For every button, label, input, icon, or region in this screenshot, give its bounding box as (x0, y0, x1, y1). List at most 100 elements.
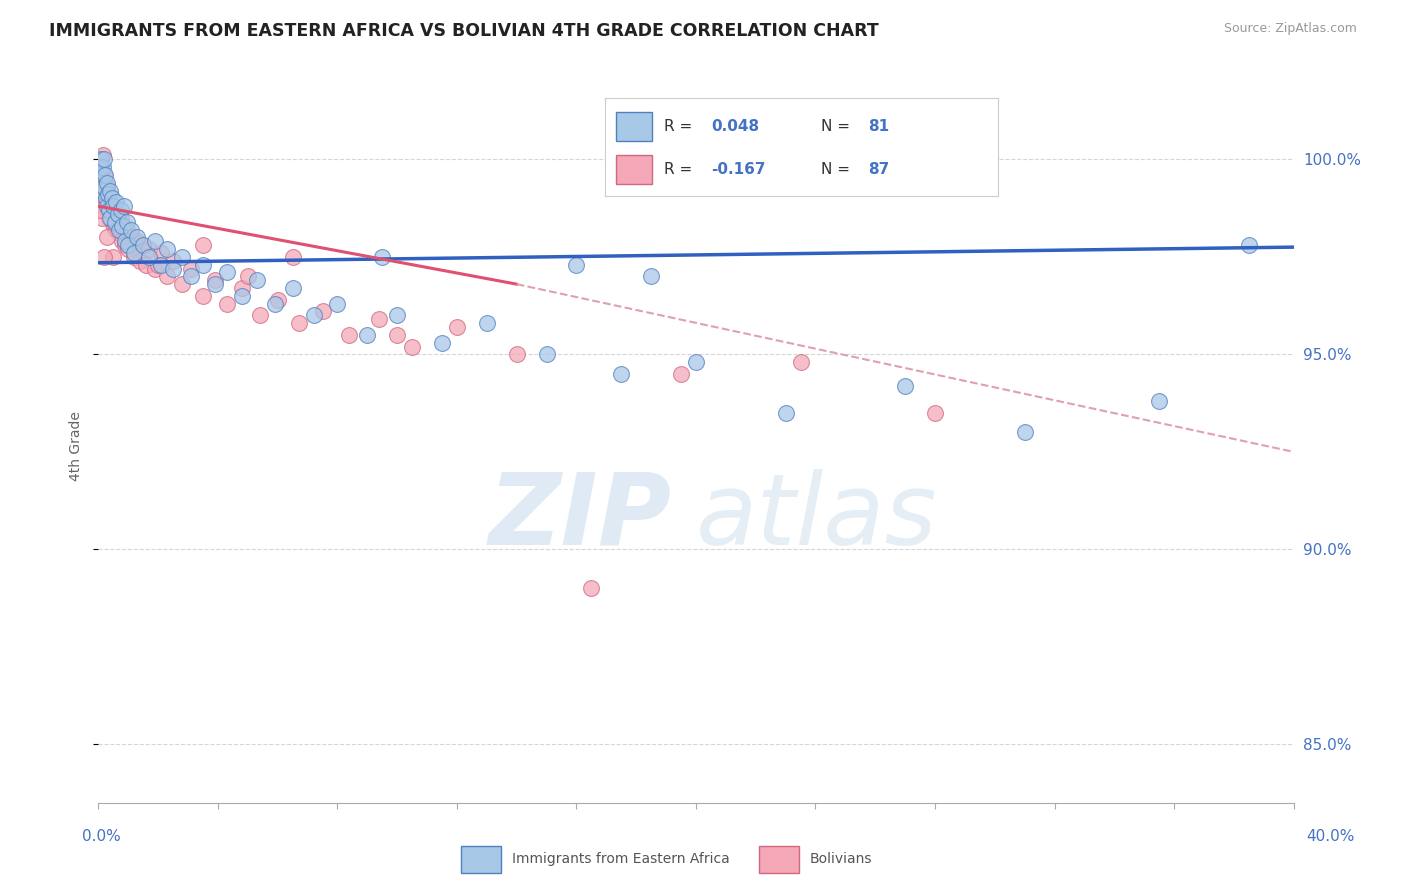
Point (96, 199, 118, 213)
Point (93, 191, 115, 205)
Point (138, 242, 160, 256)
Point (127, 234, 149, 248)
Point (150, 258, 173, 272)
Point (94, 168, 117, 182)
Text: R =: R = (664, 119, 697, 134)
Point (115, 222, 138, 236)
Point (110, 203, 132, 218)
Point (107, 207, 129, 221)
Point (107, 207, 129, 221)
Point (110, 211, 132, 225)
Point (100, 195, 122, 210)
Point (112, 199, 135, 213)
Point (215, 265, 238, 279)
Point (93, 153, 115, 167)
Point (640, 269, 662, 284)
Point (89, 203, 111, 218)
Point (91, 211, 114, 225)
Point (924, 406, 946, 420)
Point (93, 179, 115, 194)
Point (117, 242, 139, 256)
Point (162, 253, 184, 268)
Point (231, 289, 253, 303)
Point (105, 195, 128, 210)
Y-axis label: 4th Grade: 4th Grade (69, 411, 83, 481)
Point (120, 222, 142, 236)
Point (191, 289, 214, 303)
Point (114, 234, 136, 248)
Point (90, 153, 112, 167)
Point (231, 281, 253, 295)
Point (302, 309, 325, 323)
Point (97, 187, 120, 202)
Point (103, 199, 125, 213)
Text: N =: N = (821, 162, 855, 178)
Point (204, 277, 226, 292)
Point (91, 148, 114, 162)
Point (789, 355, 811, 369)
Point (129, 253, 152, 268)
Point (446, 320, 468, 334)
Point (172, 277, 194, 292)
Text: R =: R = (664, 162, 697, 178)
Point (111, 234, 134, 248)
Point (1014, 425, 1036, 440)
Point (249, 309, 271, 323)
Point (114, 238, 136, 252)
Point (385, 327, 409, 342)
Point (115, 215, 138, 229)
Point (90, 179, 112, 194)
Point (98, 211, 121, 225)
Text: Immigrants from Eastern Africa: Immigrants from Eastern Africa (512, 852, 730, 865)
Point (108, 222, 131, 236)
Point (91, 184, 114, 198)
Point (894, 378, 917, 392)
Point (91, 199, 114, 213)
Point (581, 582, 603, 596)
Point (150, 246, 173, 260)
Point (97, 203, 120, 218)
Point (104, 203, 127, 218)
Point (685, 355, 707, 369)
Point (263, 296, 285, 310)
Point (610, 367, 633, 381)
Point (98, 184, 121, 198)
Point (356, 327, 378, 342)
Point (536, 347, 558, 361)
Point (191, 238, 214, 252)
Point (111, 219, 134, 233)
Point (475, 316, 498, 330)
Point (97, 187, 120, 202)
Text: IMMIGRANTS FROM EASTERN AFRICA VS BOLIVIAN 4TH GRADE CORRELATION CHART: IMMIGRANTS FROM EASTERN AFRICA VS BOLIVI… (49, 22, 879, 40)
Text: 40.0%: 40.0% (1306, 830, 1354, 844)
Point (1147, 394, 1170, 409)
Point (1237, 238, 1260, 252)
Text: 87: 87 (869, 162, 890, 178)
Bar (759, 847, 799, 873)
Point (132, 238, 155, 252)
Point (104, 215, 127, 229)
Point (90, 160, 112, 174)
Point (430, 335, 453, 350)
Point (236, 269, 259, 284)
Point (103, 250, 125, 264)
Point (90, 172, 112, 186)
Point (162, 261, 184, 276)
Point (172, 250, 194, 264)
Point (89, 160, 111, 174)
Point (117, 238, 139, 252)
Point (103, 219, 125, 233)
Point (91, 184, 114, 198)
Point (96, 230, 118, 244)
Point (94, 191, 117, 205)
Text: 81: 81 (869, 119, 890, 134)
Point (204, 273, 226, 287)
Point (89, 153, 111, 167)
Point (96, 203, 118, 218)
Point (93, 168, 115, 182)
Point (669, 367, 692, 381)
Point (120, 230, 142, 244)
Point (124, 246, 146, 260)
Point (180, 269, 202, 284)
Text: N =: N = (821, 119, 855, 134)
